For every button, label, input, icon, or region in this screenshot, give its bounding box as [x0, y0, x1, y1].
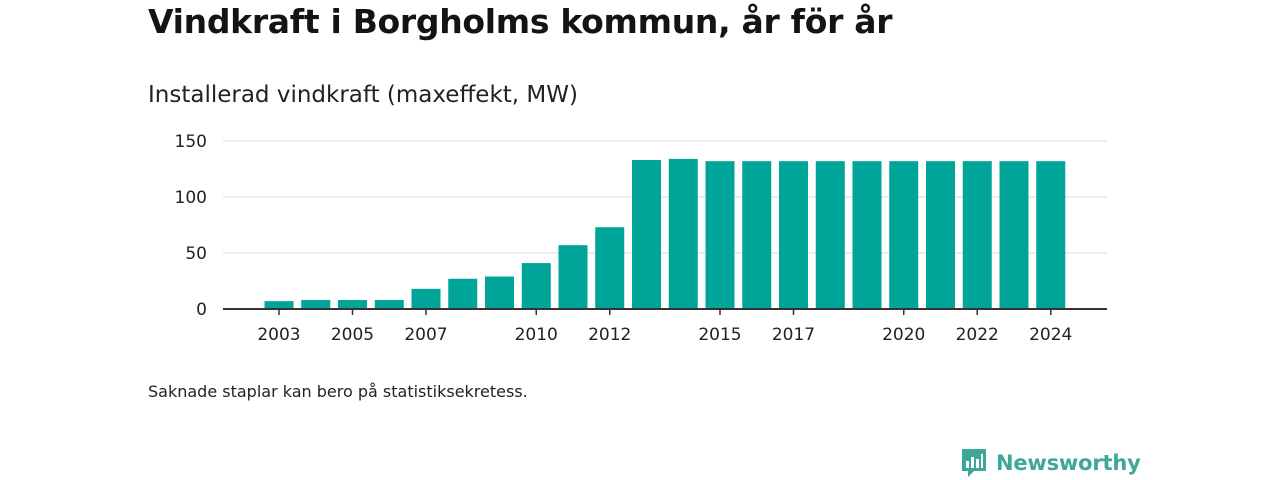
bar-2004 [301, 300, 331, 309]
x-tick-label: 2007 [404, 325, 447, 345]
axes [223, 308, 1107, 315]
bar-2021 [926, 161, 955, 309]
bar-2013 [632, 160, 661, 309]
bar-2003 [264, 301, 294, 309]
y-tick-label: 100 [175, 188, 207, 208]
y-tick-label: 150 [175, 132, 207, 152]
bar-2006 [374, 300, 404, 309]
x-tick-label: 2010 [515, 325, 558, 345]
x-tick-label: 2022 [956, 325, 999, 345]
bar-2010 [521, 263, 551, 309]
tick-labels: 0 50 100 150 2003 2005 2007 2010 2012 2015 2017 202… [175, 132, 1073, 345]
bar-2012 [595, 227, 625, 309]
bar-2007 [411, 288, 441, 309]
x-tick-label: 2015 [698, 325, 741, 345]
bar-2017 [779, 161, 808, 309]
x-tick-label: 2020 [882, 325, 925, 345]
bar-2014 [668, 158, 698, 309]
brand-logo[interactable]: Newsworthy [960, 446, 1141, 480]
bar-2005 [338, 300, 367, 309]
gridlines [223, 140, 1107, 254]
bar-2020 [889, 161, 919, 309]
brand-name: Newsworthy [996, 451, 1141, 475]
chart-title: Vindkraft i Borgholms kommun, år för år [148, 2, 893, 41]
bar-2019 [852, 161, 882, 309]
bar-2022 [962, 161, 992, 309]
bar-2009 [485, 276, 514, 309]
bar-2024 [1036, 161, 1066, 309]
y-tick-label: 50 [185, 244, 207, 264]
bar-2011 [558, 245, 588, 309]
x-tick-label: 2024 [1029, 325, 1072, 345]
newsworthy-logo-icon [962, 449, 986, 477]
x-tick-label: 2005 [331, 325, 374, 345]
bar-2023 [999, 161, 1029, 309]
y-tick-label: 0 [196, 300, 207, 320]
x-tick-label: 2017 [772, 325, 815, 345]
x-tick-label: 2012 [588, 325, 631, 345]
bar-2018 [815, 161, 845, 309]
bars [264, 158, 1066, 309]
bar-2015 [705, 161, 735, 309]
bar-2016 [742, 161, 772, 309]
chart-subtitle: Installerad vindkraft (maxeffekt, MW) [148, 82, 578, 108]
x-tick-label: 2003 [257, 325, 300, 345]
footnote: Saknade staplar kan bero på statistiksek… [148, 382, 528, 401]
bar-2008 [448, 278, 478, 309]
